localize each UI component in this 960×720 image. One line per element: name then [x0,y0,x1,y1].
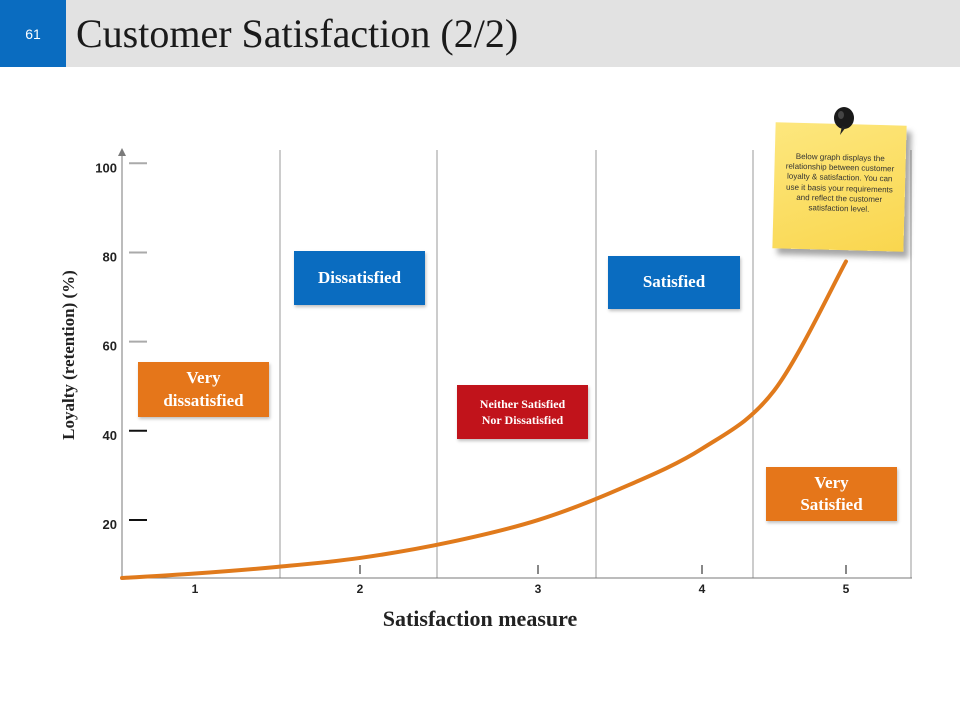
axes [118,148,912,579]
y-tick-label: 100 [95,160,117,175]
label-very-dissatisfied: Very dissatisfied [138,362,269,417]
pushpin-icon [834,107,854,135]
x-tick-label: 2 [357,582,364,596]
x-tick-label: 1 [192,582,199,596]
slide-header [0,0,960,67]
y-axis-label: Loyalty (retention) (%) [59,270,78,440]
grid-lines [279,150,912,578]
sticky-note: Below graph displays the relationship be… [772,122,907,252]
x-tick-label: 4 [699,582,706,596]
x-tick-label: 5 [843,582,850,596]
slide-title: Customer Satisfaction (2/2) [76,11,519,56]
loyalty-curve [120,259,848,580]
x-axis-label: Satisfaction measure [382,606,578,631]
series [120,259,848,580]
label-very-satisfied: Very Satisfied [766,467,897,521]
y-tick-label: 20 [103,517,117,532]
label-neither: Neither Satisfied Nor Dissatisfied [457,385,588,439]
label-satisfied: Satisfied [608,256,740,309]
y-tick-label: 60 [103,339,117,354]
y-tick-label: 40 [103,428,117,443]
x-tick-label: 3 [535,582,542,596]
y-axis-arrow [118,148,126,156]
slide-number: 61 [0,0,66,67]
y-tick-label: 80 [103,249,117,264]
label-dissatisfied: Dissatisfied [294,251,425,305]
ticks: 20 40 60 80 100 1 2 3 4 5 [95,160,849,596]
sticky-note-text: Below graph displays the relationship be… [785,151,895,214]
